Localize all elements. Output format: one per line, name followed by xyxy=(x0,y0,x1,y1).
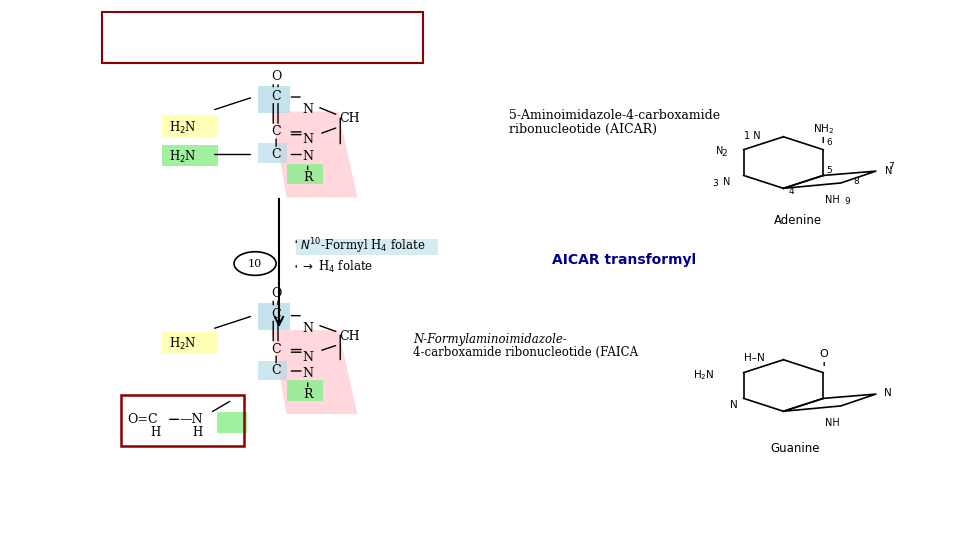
Text: C: C xyxy=(272,308,281,321)
Text: N: N xyxy=(731,400,738,410)
Text: N: N xyxy=(302,103,313,117)
Text: N: N xyxy=(302,321,313,334)
Text: 8: 8 xyxy=(853,178,859,186)
Text: O=C: O=C xyxy=(128,413,158,426)
Text: N: N xyxy=(884,388,892,398)
Bar xyxy=(287,380,323,401)
Text: 5-Aminoimidazole-4-carboxamide: 5-Aminoimidazole-4-carboxamide xyxy=(509,109,720,123)
Text: O: O xyxy=(271,70,281,83)
Text: NH: NH xyxy=(825,194,840,205)
Text: AICAR transformyl: AICAR transformyl xyxy=(552,253,696,267)
Text: C: C xyxy=(272,148,281,161)
Text: O: O xyxy=(271,287,281,300)
Text: N: N xyxy=(723,177,731,187)
Text: 6: 6 xyxy=(827,138,832,147)
Text: 4-carboxamide ribonucleotide (FAICA: 4-carboxamide ribonucleotide (FAICA xyxy=(413,346,638,359)
Text: —N: —N xyxy=(180,413,203,426)
Text: Adenine: Adenine xyxy=(774,214,822,227)
FancyBboxPatch shape xyxy=(102,12,422,63)
Text: H$_2$N: H$_2$N xyxy=(169,336,197,352)
Text: $\rightarrow$ H$_4$ folate: $\rightarrow$ H$_4$ folate xyxy=(300,259,373,275)
Text: H$_2$N: H$_2$N xyxy=(169,149,197,165)
Text: 3: 3 xyxy=(712,179,718,188)
Polygon shape xyxy=(272,330,357,414)
Text: 10: 10 xyxy=(248,259,262,268)
Text: N: N xyxy=(884,166,892,176)
Text: H: H xyxy=(193,426,203,438)
Bar xyxy=(162,115,218,137)
Text: Step 10: Step 10 xyxy=(124,29,201,47)
Text: O: O xyxy=(820,349,828,359)
Text: N: N xyxy=(302,350,313,363)
Bar xyxy=(121,395,244,446)
Text: R: R xyxy=(303,388,312,401)
Text: H$_2$N: H$_2$N xyxy=(169,119,197,136)
Text: H$_2$N: H$_2$N xyxy=(693,368,714,382)
Text: N: N xyxy=(716,146,724,156)
Text: 2: 2 xyxy=(722,150,728,158)
Bar xyxy=(258,86,291,113)
Text: H–N: H–N xyxy=(744,353,765,362)
Text: R: R xyxy=(303,171,312,184)
Bar xyxy=(162,145,218,166)
Bar xyxy=(297,239,438,255)
Text: C: C xyxy=(272,125,281,138)
Bar xyxy=(287,164,323,184)
Bar xyxy=(258,303,291,330)
Text: 9: 9 xyxy=(845,197,851,206)
Text: N: N xyxy=(302,150,313,163)
Bar xyxy=(217,413,248,433)
Text: Guanine: Guanine xyxy=(770,442,820,455)
Bar xyxy=(258,143,287,163)
Text: C: C xyxy=(272,343,281,356)
Text: NH$_2$: NH$_2$ xyxy=(813,123,834,136)
Text: C: C xyxy=(272,364,281,377)
Text: : acquisition of C2: : acquisition of C2 xyxy=(214,29,398,47)
Text: C: C xyxy=(272,90,281,103)
Text: $N^{10}$-Formyl H$_4$ folate: $N^{10}$-Formyl H$_4$ folate xyxy=(300,237,425,256)
Text: 5: 5 xyxy=(827,166,832,174)
Text: N-Formylaminoimidazole-: N-Formylaminoimidazole- xyxy=(413,333,566,346)
Text: H: H xyxy=(151,426,160,438)
Text: N: N xyxy=(302,133,313,146)
Text: CH: CH xyxy=(340,330,360,343)
Text: CH: CH xyxy=(340,112,360,125)
Circle shape xyxy=(234,252,276,275)
Bar xyxy=(162,332,218,353)
Bar xyxy=(258,361,287,380)
Text: ribonucleotide (AICAR): ribonucleotide (AICAR) xyxy=(509,123,657,136)
Polygon shape xyxy=(272,112,357,198)
Text: 1 N: 1 N xyxy=(745,131,761,141)
Text: 7: 7 xyxy=(888,163,894,171)
Text: 4: 4 xyxy=(788,187,794,196)
Text: NH: NH xyxy=(825,417,840,428)
Text: N: N xyxy=(302,367,313,380)
